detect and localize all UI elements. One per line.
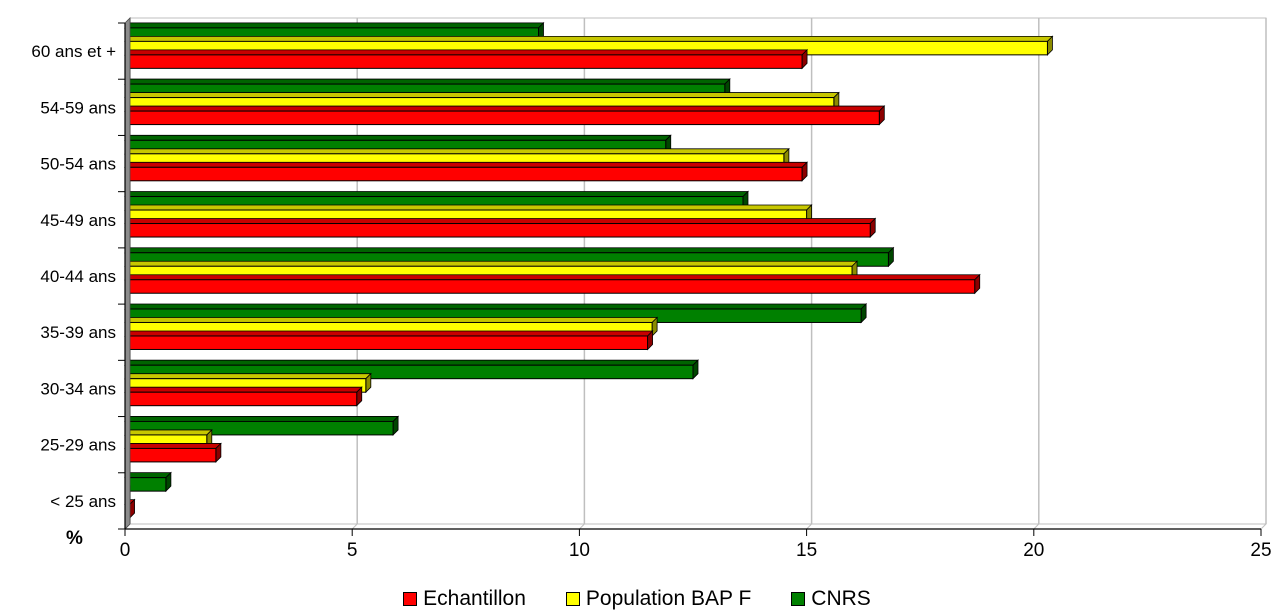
floor-gridline (579, 523, 585, 530)
bar-echantillon (124, 48, 809, 70)
bar-cnrs (124, 359, 699, 380)
floor-gridline (806, 523, 812, 530)
y-category-label: 45-49 ans (40, 211, 116, 230)
y-category-label: 50-54 ans (40, 155, 116, 174)
bar-echantillon (124, 330, 654, 351)
y-category-label: 25-29 ans (40, 436, 116, 455)
x-tick-label: 15 (796, 540, 817, 561)
y-category-label: 30-34 ans (40, 379, 116, 398)
legend-label-population-bap-f: Population BAP F (585, 587, 752, 610)
legend-swatch-echantillon (403, 592, 418, 606)
floor-gridline (351, 523, 358, 530)
x-tick-label: 20 (1023, 540, 1044, 561)
y-category-label: 60 ans et + (31, 42, 116, 61)
bars (124, 21, 1054, 520)
legend-label-cnrs: CNRS (811, 587, 871, 610)
y-category-label: 40-44 ans (40, 267, 116, 286)
legend-swatch-population-bap-f (565, 592, 580, 606)
legend-item-cnrs: CNRS (791, 587, 871, 611)
legend-label-echantillon: Echantillon (423, 587, 526, 610)
labels: 0 5 10 15 20 25 60 ans et + 54-59 ans 50-54 ans 4… (31, 42, 1271, 561)
legend: Echantillon Population BAP F CNRS (0, 585, 1274, 613)
legend-item-population-bap-f: Population BAP F (565, 587, 752, 611)
bar-echantillon (124, 105, 886, 126)
legend-swatch-cnrs (791, 592, 806, 606)
bar-echantillon (124, 161, 809, 182)
x-tick-label: 25 (1250, 540, 1271, 561)
bar-echantillon (124, 442, 222, 463)
side-wall (124, 17, 131, 530)
bar-echantillon (124, 273, 981, 295)
axes (118, 17, 1262, 536)
bar-echantillon (124, 386, 363, 407)
y-category-label: < 25 ans (50, 492, 116, 511)
y-category-label: 54-59 ans (40, 98, 116, 117)
x-tick-label: 5 (347, 540, 358, 561)
unit-label: % (66, 528, 83, 549)
y-category-label: 35-39 ans (40, 323, 116, 342)
bar-echantillon (124, 217, 877, 238)
bar-cnrs (124, 471, 172, 493)
floor-gridline (1033, 523, 1040, 530)
x-tick-label: 0 (120, 540, 131, 561)
floor-gridline (1260, 523, 1267, 530)
legend-item-echantillon: Echantillon (403, 587, 526, 611)
x-tick-label: 10 (569, 540, 590, 561)
